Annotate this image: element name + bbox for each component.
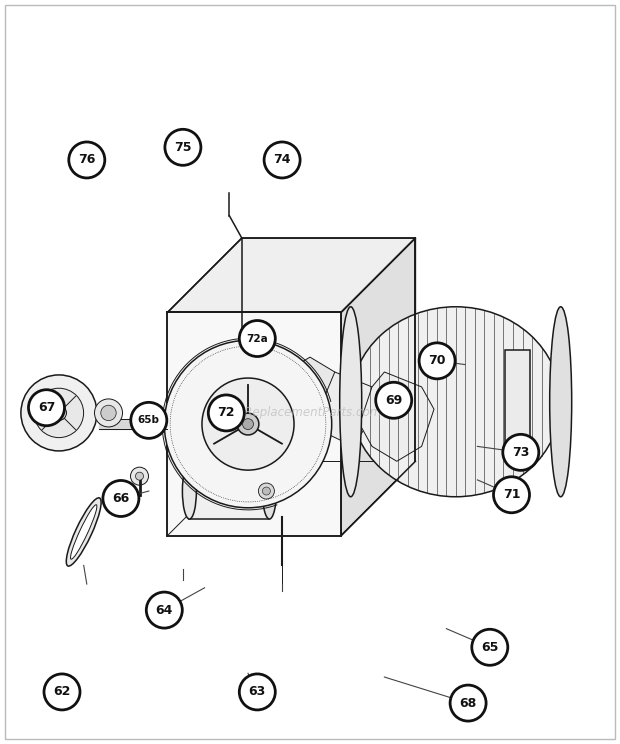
Ellipse shape: [340, 307, 361, 497]
Circle shape: [21, 375, 97, 451]
Circle shape: [503, 434, 539, 470]
Text: 64: 64: [156, 603, 173, 617]
Text: 69: 69: [385, 394, 402, 407]
Polygon shape: [167, 312, 341, 536]
Polygon shape: [341, 238, 415, 536]
Text: 71: 71: [503, 488, 520, 501]
Circle shape: [450, 685, 486, 721]
Circle shape: [259, 483, 275, 499]
Text: 72: 72: [218, 406, 235, 420]
Polygon shape: [505, 350, 530, 461]
Circle shape: [376, 382, 412, 418]
Ellipse shape: [351, 307, 560, 497]
Text: 67: 67: [38, 401, 55, 414]
Circle shape: [29, 390, 64, 426]
Circle shape: [94, 399, 123, 427]
Circle shape: [262, 487, 270, 495]
Circle shape: [264, 142, 300, 178]
Text: 75: 75: [174, 141, 192, 154]
Text: 76: 76: [78, 153, 95, 167]
Circle shape: [103, 481, 139, 516]
Ellipse shape: [182, 463, 197, 519]
Polygon shape: [279, 357, 335, 417]
Text: 72a: 72a: [246, 333, 268, 344]
Circle shape: [44, 674, 80, 710]
Text: 65b: 65b: [138, 415, 160, 426]
Circle shape: [419, 343, 455, 379]
Circle shape: [164, 340, 332, 507]
Text: 65: 65: [481, 641, 498, 654]
Circle shape: [242, 419, 254, 429]
Circle shape: [239, 674, 275, 710]
Text: 68: 68: [459, 696, 477, 710]
Circle shape: [69, 142, 105, 178]
Circle shape: [165, 129, 201, 165]
Text: eReplacementParts.com: eReplacementParts.com: [238, 406, 382, 420]
Ellipse shape: [71, 504, 97, 559]
Ellipse shape: [262, 463, 277, 519]
Text: 62: 62: [53, 685, 71, 699]
Polygon shape: [167, 238, 415, 312]
Polygon shape: [360, 372, 434, 461]
Text: 74: 74: [273, 153, 291, 167]
Text: 70: 70: [428, 354, 446, 368]
Circle shape: [34, 388, 84, 437]
Text: 63: 63: [249, 685, 266, 699]
Ellipse shape: [550, 307, 572, 497]
Polygon shape: [189, 463, 270, 519]
Circle shape: [131, 403, 167, 438]
Circle shape: [146, 592, 182, 628]
Circle shape: [237, 413, 259, 435]
Circle shape: [494, 477, 529, 513]
Circle shape: [101, 405, 116, 420]
Circle shape: [239, 321, 275, 356]
Circle shape: [208, 395, 244, 431]
Text: 66: 66: [112, 492, 130, 505]
Circle shape: [202, 378, 294, 470]
Circle shape: [472, 629, 508, 665]
Circle shape: [136, 472, 143, 480]
Circle shape: [130, 467, 149, 485]
Text: 73: 73: [512, 446, 529, 459]
Circle shape: [51, 405, 66, 420]
Polygon shape: [273, 372, 372, 461]
Ellipse shape: [66, 498, 101, 566]
